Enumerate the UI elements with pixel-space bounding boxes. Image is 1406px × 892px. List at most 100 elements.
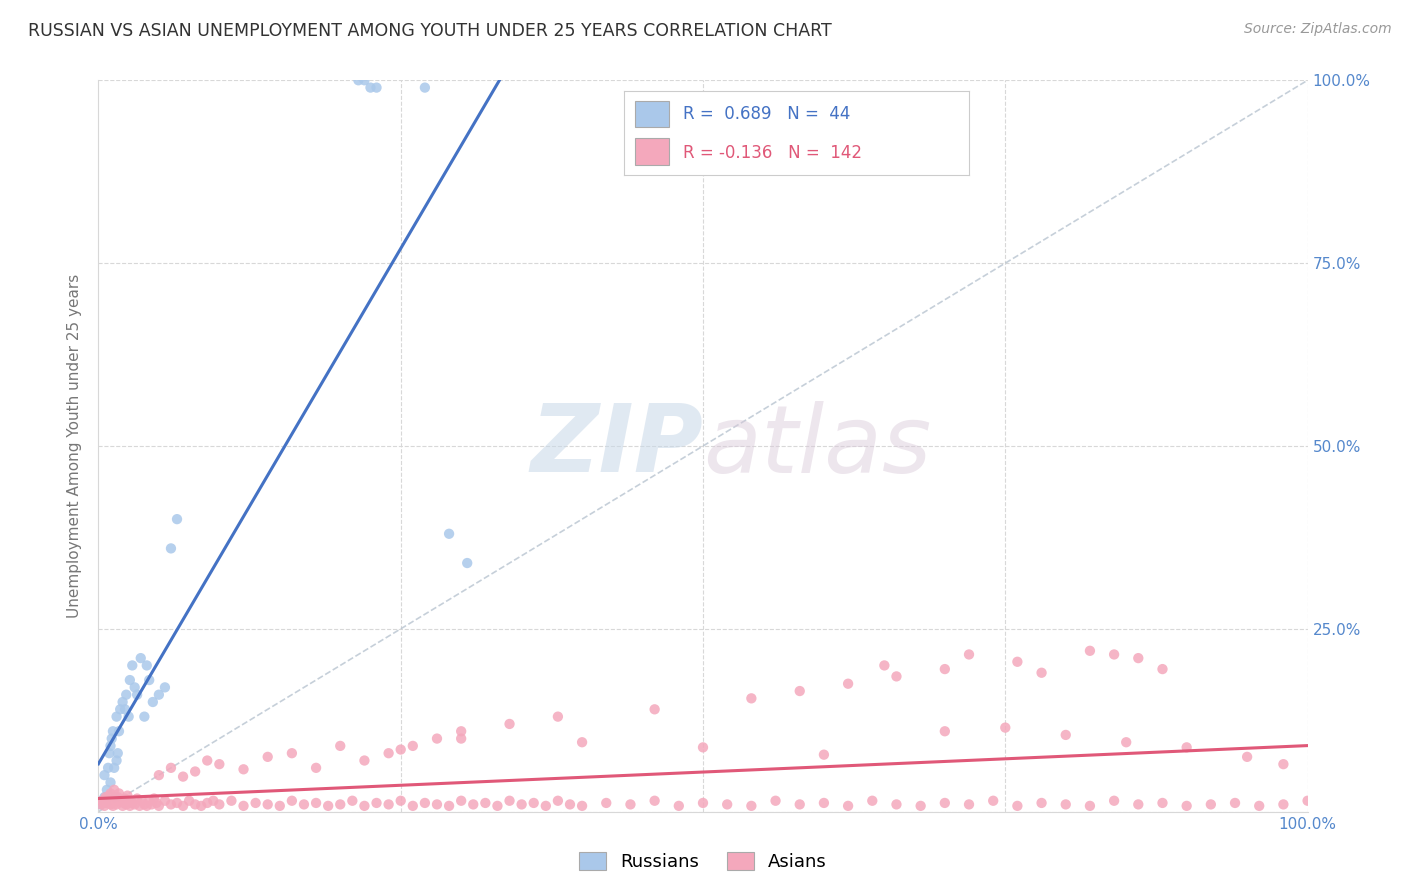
Point <box>134 797 156 812</box>
Point <box>450 724 472 739</box>
Point <box>413 796 436 810</box>
Point <box>402 798 425 813</box>
Point <box>366 796 388 810</box>
Point <box>498 794 520 808</box>
Point <box>153 794 176 808</box>
Point <box>934 796 956 810</box>
Point <box>377 797 399 812</box>
Point <box>316 798 339 813</box>
Point <box>934 662 956 676</box>
Point <box>353 754 375 768</box>
Point <box>195 796 218 810</box>
Point <box>117 789 139 803</box>
Point <box>114 702 136 716</box>
Point <box>195 754 218 768</box>
Point <box>166 796 188 810</box>
Point <box>1128 797 1150 812</box>
Point <box>108 787 131 801</box>
Point <box>141 797 163 812</box>
Text: Source: ZipAtlas.com: Source: ZipAtlas.com <box>1244 22 1392 37</box>
Point <box>160 541 183 556</box>
Point <box>101 724 124 739</box>
Point <box>329 739 352 753</box>
Point <box>347 73 370 87</box>
Point <box>91 794 114 808</box>
Point <box>1223 796 1246 810</box>
Point <box>342 794 364 808</box>
Point <box>100 731 122 746</box>
Point <box>292 797 315 812</box>
Point <box>281 794 304 808</box>
Point <box>98 789 121 803</box>
Point <box>668 798 690 813</box>
Point <box>389 742 412 756</box>
Point <box>740 691 762 706</box>
Point <box>121 658 143 673</box>
Point <box>571 735 593 749</box>
Point <box>97 794 120 808</box>
Point <box>957 797 980 812</box>
Point <box>716 797 738 812</box>
Point <box>107 790 129 805</box>
Point <box>510 797 533 812</box>
Point <box>142 695 165 709</box>
Point <box>124 681 146 695</box>
Point <box>389 794 412 808</box>
Point <box>1007 655 1029 669</box>
Point <box>571 798 593 813</box>
Point <box>148 798 170 813</box>
Point <box>111 695 134 709</box>
Point <box>692 796 714 810</box>
Point <box>103 782 125 797</box>
Point <box>595 796 617 810</box>
Point <box>112 796 135 810</box>
Point <box>208 757 231 772</box>
Point <box>558 797 581 812</box>
Text: atlas: atlas <box>703 401 931 491</box>
Point <box>256 749 278 764</box>
Point <box>108 702 131 716</box>
Point <box>1031 665 1053 680</box>
Point <box>813 747 835 762</box>
Point <box>619 797 641 812</box>
Point <box>202 794 225 808</box>
Point <box>232 762 254 776</box>
Point <box>360 80 382 95</box>
Point <box>221 794 243 808</box>
Point <box>1296 794 1319 808</box>
Point <box>208 797 231 812</box>
Point <box>377 746 399 760</box>
Point <box>1115 735 1137 749</box>
Point <box>91 796 114 810</box>
Point <box>93 790 115 805</box>
Point <box>789 797 811 812</box>
Point <box>101 798 124 813</box>
Point <box>269 798 291 813</box>
Point <box>100 797 122 812</box>
Point <box>789 684 811 698</box>
Point <box>426 731 449 746</box>
Point <box>1078 644 1101 658</box>
Point <box>97 761 120 775</box>
Point <box>1078 798 1101 813</box>
Point <box>108 724 131 739</box>
Point <box>860 794 883 808</box>
Point <box>115 797 138 812</box>
Point <box>179 794 201 808</box>
Point <box>184 797 207 812</box>
Point <box>131 794 153 808</box>
Point <box>127 688 149 702</box>
Point <box>103 761 125 775</box>
Point <box>90 797 112 812</box>
Point <box>160 797 183 812</box>
Legend: Russians, Asians: Russians, Asians <box>572 845 834 879</box>
Point <box>498 717 520 731</box>
Point <box>547 794 569 808</box>
Point <box>1102 648 1125 662</box>
Point <box>426 797 449 812</box>
Point <box>305 761 328 775</box>
Point <box>981 794 1004 808</box>
Text: RUSSIAN VS ASIAN UNEMPLOYMENT AMONG YOUTH UNDER 25 YEARS CORRELATION CHART: RUSSIAN VS ASIAN UNEMPLOYMENT AMONG YOUT… <box>28 22 832 40</box>
Point <box>437 798 460 813</box>
Point <box>118 673 141 687</box>
